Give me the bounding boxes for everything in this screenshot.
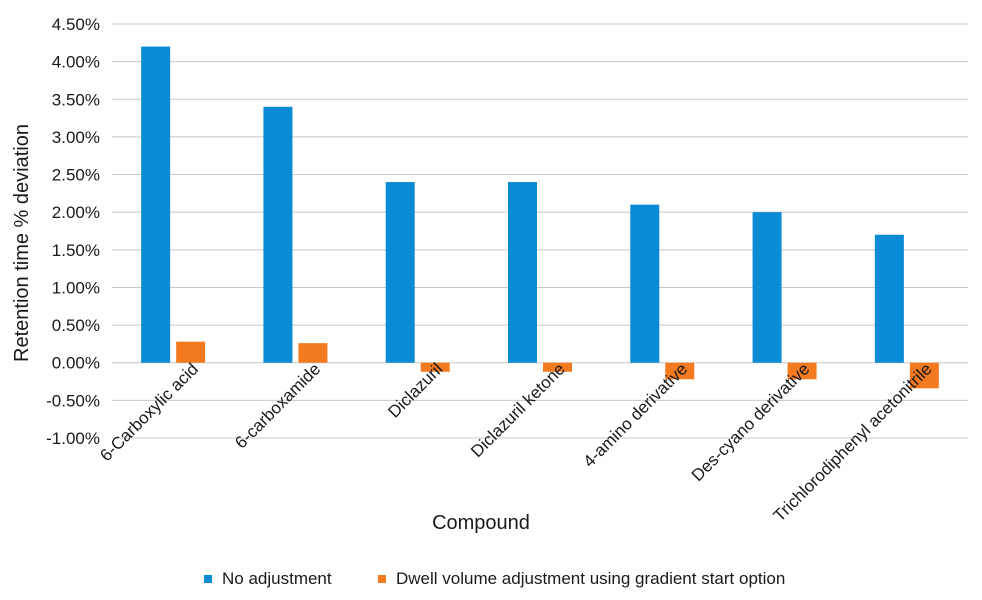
- legend: No adjustment Dwell volume adjustment usi…: [204, 569, 785, 588]
- legend-swatch: [204, 575, 212, 583]
- bar-dwell-adjustment: [909, 362, 939, 389]
- x-tick-label: 4-amino derivative: [579, 359, 691, 471]
- x-axis-ticks: 6-Carboxylic acid 6-carboxamide Diclazuril…: [96, 359, 935, 525]
- y-tick-label: 1.00%: [52, 278, 100, 297]
- y-tick-label: 1.50%: [52, 241, 100, 260]
- bar-no-adjustment: [508, 182, 537, 363]
- x-axis-title: Compound: [432, 512, 530, 534]
- y-tick-label: -1.00%: [46, 429, 100, 448]
- y-tick-label: 0.50%: [52, 316, 100, 335]
- bar-no-adjustment: [385, 182, 415, 363]
- bar-dwell-adjustment: [176, 341, 206, 363]
- x-tick-label: Des-cyano derivative: [688, 359, 814, 485]
- bar-dwell-adjustment: [665, 362, 695, 380]
- bar-no-adjustment: [752, 212, 782, 363]
- y-tick-label: -0.50%: [46, 391, 100, 410]
- x-tick-label: 6-Carboxylic acid: [96, 359, 202, 465]
- bar-dwell-adjustment: [787, 362, 817, 380]
- bar-dwell-adjustment: [420, 362, 450, 372]
- y-tick-label: 2.50%: [52, 166, 100, 185]
- bar-no-adjustment: [874, 234, 904, 363]
- y-tick-label: 3.00%: [52, 128, 100, 147]
- bar-no-adjustment: [630, 204, 660, 363]
- x-tick-label: Diclazuril: [384, 359, 446, 421]
- y-tick-label: 2.00%: [52, 203, 100, 222]
- y-tick-label: 4.00%: [52, 53, 100, 72]
- bars: [141, 46, 939, 389]
- legend-swatch: [378, 575, 386, 583]
- bar-dwell-adjustment: [543, 362, 572, 372]
- legend-label: Dwell volume adjustment using gradient s…: [396, 569, 785, 588]
- y-axis-ticks: -1.00% -0.50% 0.00% 0.50% 1.00% 1.50% 2.00% 2.5…: [46, 15, 100, 448]
- y-tick-label: 0.00%: [52, 354, 100, 373]
- legend-label: No adjustment: [222, 569, 332, 588]
- y-tick-label: 4.50%: [52, 15, 100, 34]
- bar-no-adjustment: [141, 46, 171, 363]
- bar-no-adjustment: [263, 106, 293, 363]
- bar-dwell-adjustment: [298, 343, 328, 363]
- gridlines: [112, 23, 968, 439]
- y-tick-label: 3.50%: [52, 90, 100, 109]
- y-axis-title: Retention time % deviation: [11, 124, 33, 362]
- x-tick-label: Diclazuril ketone: [467, 359, 569, 461]
